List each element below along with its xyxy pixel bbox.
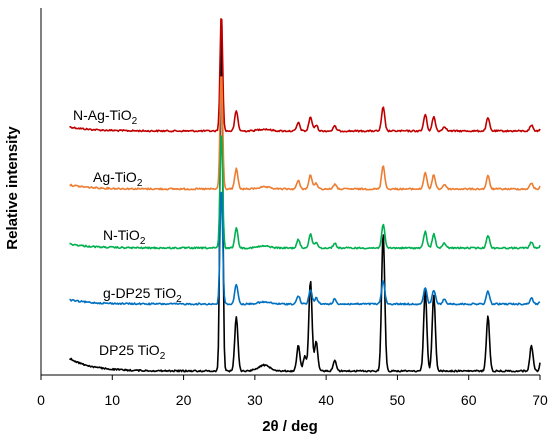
series-label: N-TiO2 bbox=[103, 227, 146, 247]
x-tick-label: 0 bbox=[37, 392, 45, 408]
x-tick-label: 70 bbox=[532, 392, 548, 408]
series-label: N-Ag-TiO2 bbox=[73, 107, 138, 127]
series-line-dp25-tio2 bbox=[68, 24, 541, 373]
series-line-n-tio2 bbox=[69, 135, 541, 250]
x-tick-label: 50 bbox=[390, 392, 406, 408]
y-axis-title: Relative intensity bbox=[4, 126, 21, 250]
series-line-n-ag-tio2 bbox=[69, 18, 541, 133]
x-tick-label: 20 bbox=[176, 392, 192, 408]
series-line-ag-tio2 bbox=[69, 76, 541, 191]
series-label: Ag-TiO2 bbox=[93, 169, 143, 189]
series-labels: N-Ag-TiO2 Ag-TiO2 N-TiO2 g-DP25 TiO2 DP25 Ti… bbox=[73, 107, 182, 362]
x-tick-label: 30 bbox=[247, 392, 263, 408]
x-tick-label: 60 bbox=[461, 392, 477, 408]
x-axis-ticks: 0 10 20 30 40 50 60 70 bbox=[37, 375, 548, 408]
series-traces bbox=[68, 18, 541, 373]
x-tick-label: 40 bbox=[318, 392, 334, 408]
series-line-g-dp25-tio2 bbox=[69, 191, 541, 306]
series-label: DP25 TiO2 bbox=[99, 342, 166, 362]
series-label: g-DP25 TiO2 bbox=[103, 285, 182, 305]
x-tick-label: 10 bbox=[104, 392, 120, 408]
x-axis-title: 2θ / deg bbox=[262, 418, 318, 435]
